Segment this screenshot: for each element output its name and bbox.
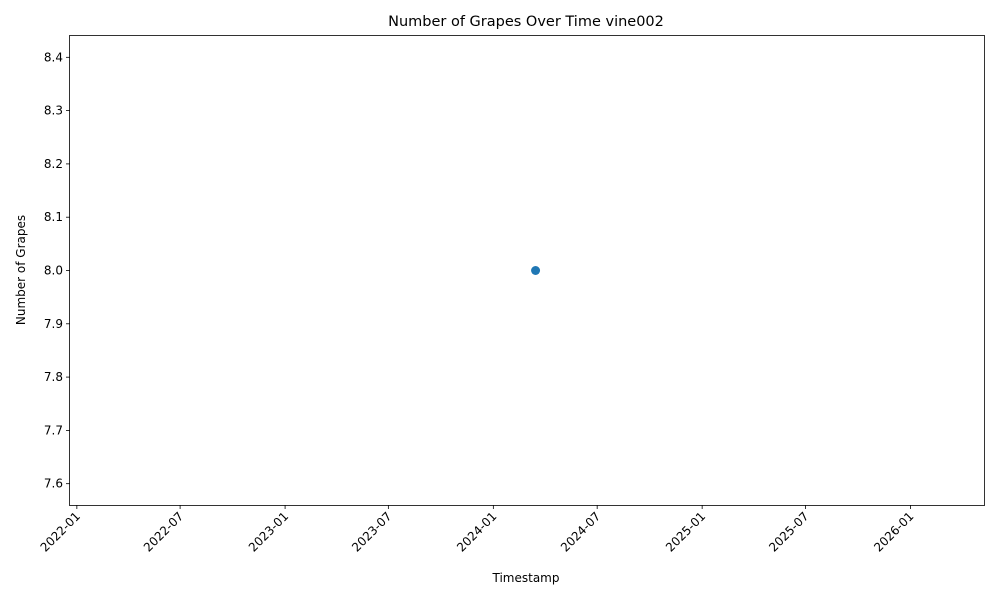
y-axis-label: Number of Grapes (14, 215, 28, 325)
y-tick-label: 8.4 (44, 50, 63, 64)
y-tick-label: 8.2 (44, 157, 63, 171)
y-axis: 7.6 7.7 7.8 7.9 8.0 8.1 8.2 8.3 8.4 (44, 50, 70, 491)
y-tick-label: 8.3 (44, 104, 63, 118)
y-tick-label: 7.6 (44, 477, 63, 491)
data-point (531, 266, 541, 275)
x-axis-label: Timestamp (492, 571, 560, 585)
y-tick-label: 7.8 (44, 370, 63, 384)
y-tick-label: 7.9 (44, 317, 63, 331)
y-tick-label: 8.1 (44, 210, 63, 224)
y-tick-label: 7.7 (44, 423, 63, 437)
data-points (531, 266, 541, 275)
chart-title: Number of Grapes Over Time vine002 (388, 14, 664, 30)
y-tick-label: 8.0 (44, 264, 63, 278)
